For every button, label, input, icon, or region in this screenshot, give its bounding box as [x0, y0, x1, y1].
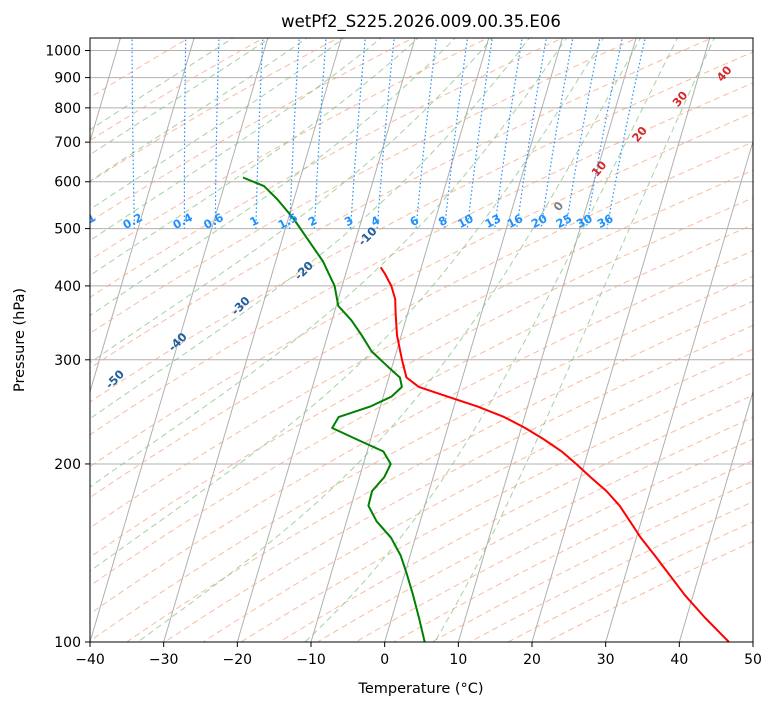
y-tick-label: 900	[54, 71, 81, 87]
moist-adiabat-line	[90, 38, 531, 420]
mixing-ratio-label: 36	[595, 211, 616, 231]
x-tick-label: 10	[449, 652, 467, 668]
x-tick-label: −20	[223, 652, 253, 668]
chart-title: wetPf2_S225.2026.009.00.35.E06	[281, 12, 561, 32]
mixing-ratio-line	[255, 38, 264, 229]
isotherm-line	[236, 38, 416, 642]
mixing-ratio-label: 0.1	[73, 210, 98, 232]
dry-adiabat-line	[90, 51, 753, 403]
x-tick-label: 20	[523, 652, 541, 668]
isotherm-line	[678, 389, 753, 642]
x-axis-label: Temperature (°C)	[357, 681, 483, 697]
isotherm-line	[90, 38, 121, 144]
dry-adiabat-line	[125, 300, 753, 642]
plot-frame	[89, 37, 754, 643]
x-tick-label: 50	[744, 652, 762, 668]
y-tick-label: 200	[54, 457, 81, 473]
isobar-grid	[90, 50, 753, 642]
moist-adiabat-line	[90, 38, 493, 364]
x-tick-label: −40	[75, 652, 105, 668]
dry-adiabat-line	[240, 371, 753, 642]
x-tick-label: −30	[149, 652, 179, 668]
dry-adiabat-line	[90, 38, 489, 261]
moist-adiabat-line	[90, 38, 345, 210]
moist-adiabats	[90, 38, 715, 642]
y-tick-label: 500	[54, 222, 81, 238]
isotherm-line	[90, 38, 269, 642]
isotherm-line	[531, 38, 711, 642]
mixing-ratio-label: 16	[505, 211, 526, 231]
y-tick-label: 100	[54, 635, 81, 651]
x-tick-label: 0	[380, 652, 389, 668]
isotherm-line	[605, 139, 753, 642]
moist-adiabat-line	[90, 38, 568, 488]
mixing-ratio-line	[183, 38, 187, 229]
mixing-ratio-label: 10	[455, 211, 476, 231]
mixing-ratio-line	[565, 38, 601, 229]
y-axis-label: Pressure (hPa)	[12, 288, 28, 392]
mixing-ratio-label: 13	[482, 211, 503, 231]
mixing-ratio-line	[214, 38, 220, 229]
dry-adiabat-line	[202, 348, 753, 642]
mixing-ratio-lines	[131, 38, 646, 229]
dry-adiabat-line	[90, 38, 265, 142]
moist-adiabat-line	[304, 38, 678, 642]
y-axis-ticks: 1000 900 800 700 600 500 400 300 200 100	[45, 44, 90, 651]
moist-adiabat-line	[137, 38, 642, 642]
x-tick-label: −10	[296, 652, 326, 668]
moist-adiabat-line	[90, 38, 382, 242]
dry-adiabat-line	[90, 82, 753, 436]
isotherm-grid	[90, 38, 753, 642]
y-tick-label: 1000	[45, 44, 81, 60]
dry-adiabat-line	[90, 38, 190, 99]
isotherm-line	[457, 38, 637, 642]
mixing-ratio-line	[585, 38, 624, 229]
dry-adiabat-line	[90, 38, 415, 223]
x-tick-label: 30	[597, 652, 615, 668]
mixing-ratio-line	[131, 38, 136, 229]
dry-adiabat-line	[90, 169, 753, 529]
x-axis-ticks: −40 −30 −20 −10 0 10 20 30 40 50	[75, 642, 762, 668]
dry-adiabat-line	[90, 38, 564, 298]
x-tick-label: 40	[670, 652, 688, 668]
temperature-profile-line	[379, 266, 730, 642]
dry-adiabat-line	[90, 38, 639, 334]
y-tick-label: 400	[54, 279, 81, 295]
isotherm-line	[310, 38, 490, 642]
mixing-ratio-line	[313, 38, 327, 229]
dewpoint-profile-line	[242, 176, 426, 642]
dry-adiabat-line	[90, 38, 713, 369]
moist-adiabat-line	[90, 38, 605, 572]
isotherm-line	[384, 38, 563, 642]
sounding-series	[242, 176, 730, 642]
y-tick-label: 600	[54, 175, 81, 191]
plot-area: -100-90-80-70-60-50-40-30-20-100.10.20.4…	[73, 38, 753, 642]
mixing-ratio-line	[289, 38, 300, 229]
isotherm-line	[163, 38, 342, 642]
dry-adiabat-line	[90, 197, 753, 558]
mixing-ratio-line	[516, 38, 547, 229]
moist-adiabat-line	[434, 38, 715, 642]
mixing-ratio-line	[540, 38, 574, 229]
mixing-ratio-label: 30	[574, 211, 595, 231]
y-tick-label: 800	[54, 101, 81, 117]
isotherm-line	[90, 38, 195, 394]
moist-adiabat-line	[90, 38, 456, 317]
dry-adiabat-line	[90, 112, 753, 468]
mixing-ratio-label: 25	[553, 211, 574, 231]
moist-adiabat-line	[90, 38, 419, 277]
y-tick-label: 300	[54, 353, 81, 369]
mixing-ratio-label: 20	[529, 211, 550, 231]
y-tick-label: 700	[54, 135, 81, 151]
mixing-ratio-line	[606, 38, 646, 229]
